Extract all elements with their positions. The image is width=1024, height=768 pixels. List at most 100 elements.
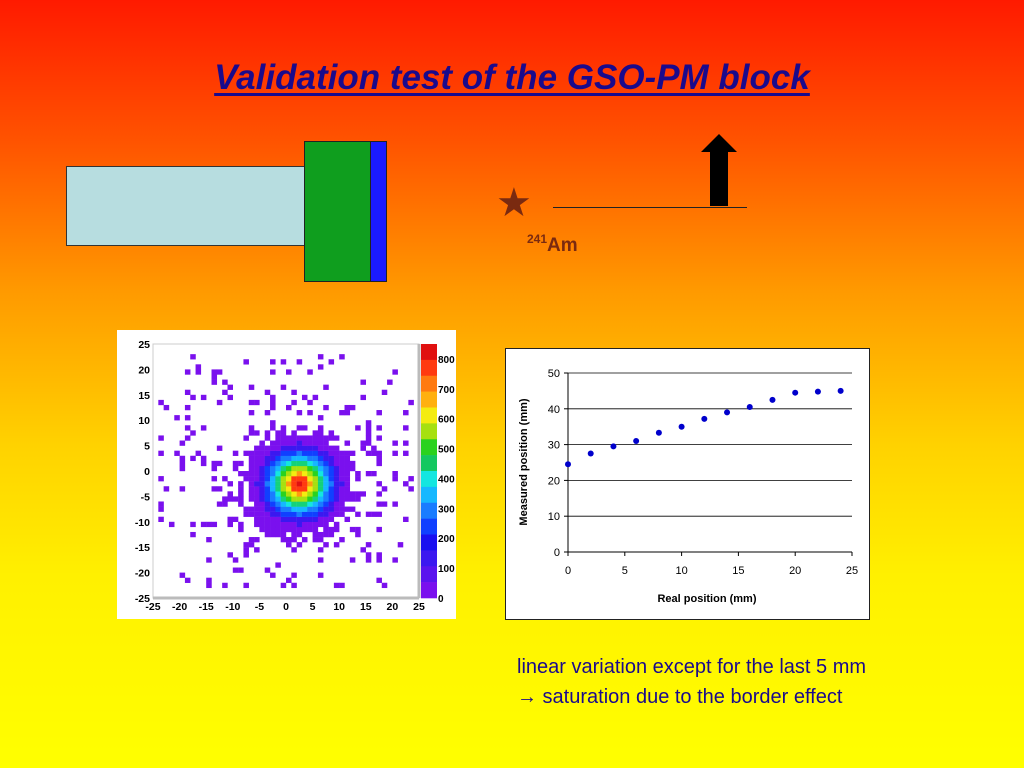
heatmap-cell <box>328 476 335 482</box>
heatmap-cell <box>376 511 382 517</box>
heatmap-cell <box>301 521 308 528</box>
heatmap-cell <box>248 542 255 548</box>
heatmap-cell <box>248 471 255 477</box>
heatmap-cell <box>280 526 287 533</box>
heatmap-cell <box>344 471 351 477</box>
heatmap-cell <box>339 465 345 472</box>
heatmap-cell <box>291 435 297 441</box>
heatmap-cell <box>270 440 276 446</box>
heatmap-cell <box>317 547 324 553</box>
heatmap-cell <box>291 516 297 522</box>
heatmap-cell <box>339 496 345 502</box>
heatmap-cell <box>275 430 281 436</box>
heatmap-cell <box>280 531 287 538</box>
heatmap-cell <box>339 481 345 487</box>
heatmap-cell <box>312 476 319 482</box>
y-tick-label: -5 <box>141 491 150 503</box>
heatmap-cell <box>264 460 271 467</box>
heatmap-cell <box>296 425 303 431</box>
heatmap-cell <box>254 450 260 456</box>
heatmap-cell <box>248 425 255 431</box>
heatmap-cell <box>360 379 366 385</box>
heatmap-cell <box>344 450 351 456</box>
heatmap-cell <box>365 420 372 426</box>
heatmap-cell <box>286 455 292 462</box>
heatmap-cell <box>280 430 287 436</box>
heatmap-cell <box>222 389 228 395</box>
heatmap-cell <box>312 496 319 502</box>
heatmap-cell <box>280 460 287 467</box>
heatmap-cell <box>264 430 271 436</box>
data-point <box>565 461 571 468</box>
heatmap-cell <box>222 496 228 502</box>
heatmap-cell <box>280 481 287 487</box>
heatmap-cell <box>211 476 218 482</box>
heatmap-cell <box>195 364 202 370</box>
data-point <box>610 443 617 450</box>
colorbar-segment <box>421 582 437 599</box>
heatmap-cell <box>232 496 239 502</box>
heatmap-cell <box>270 394 276 401</box>
heatmap-cell <box>365 471 372 477</box>
x-tick-label: 20 <box>387 601 399 613</box>
heatmap-cell <box>270 476 276 482</box>
colorbar-segment <box>421 502 437 519</box>
heatmap-cell <box>248 399 255 406</box>
heatmap-cell <box>349 496 356 502</box>
heatmap-cell <box>254 455 260 462</box>
heatmap-cell <box>333 496 340 502</box>
heatmap-cell <box>259 501 265 507</box>
heatmap-cell <box>323 516 329 522</box>
heatmap-cell <box>323 481 329 487</box>
data-point <box>746 404 753 411</box>
heatmap-cell <box>270 465 276 472</box>
colorbar-segment <box>421 518 437 535</box>
heatmap-cell <box>317 537 324 543</box>
heatmap-cell <box>275 521 281 528</box>
heatmap-cell <box>333 521 340 528</box>
heatmap-cell <box>286 511 292 517</box>
heatmap-cell <box>323 511 329 517</box>
heatmap-cell <box>254 460 260 467</box>
heatmap-cell <box>286 440 292 446</box>
heatmap-cell <box>158 399 164 406</box>
heatmap-cell <box>381 501 388 507</box>
heatmap-cell <box>333 450 340 456</box>
heatmap-cell <box>280 521 287 528</box>
heatmap-cell <box>328 435 335 441</box>
heatmap-cell <box>216 399 223 406</box>
heatmap-cell <box>280 486 287 492</box>
data-point <box>769 396 776 403</box>
heatmap-cell <box>291 445 297 451</box>
heatmap-cell <box>392 450 398 456</box>
heatmap-cell <box>307 399 313 406</box>
heatmap-cell <box>317 364 324 370</box>
heatmap-cell <box>365 435 372 441</box>
heatmap-cell <box>301 526 308 533</box>
heatmap-cell <box>376 577 382 583</box>
heatmap-cell <box>344 476 351 482</box>
heatmap-cell <box>312 430 319 436</box>
source-label: 241Am <box>527 232 578 257</box>
heatmap-cell <box>243 506 249 512</box>
heatmap-cell <box>270 460 276 467</box>
y-tick-label: 10 <box>548 511 560 523</box>
heatmap-cell <box>227 384 233 390</box>
heatmap-cell <box>317 415 324 421</box>
heatmap-cell <box>317 486 324 492</box>
heatmap-cell <box>360 440 366 446</box>
heatmap-cell <box>301 471 308 477</box>
heatmap-cell <box>206 582 212 589</box>
heatmap-cell <box>270 471 276 477</box>
heatmap-cell <box>333 471 340 477</box>
colorbar-segment <box>421 566 437 583</box>
heatmap-cell <box>275 526 281 533</box>
heatmap-cell <box>296 455 303 462</box>
heatmap-cell <box>254 476 260 482</box>
heatmap-cell <box>238 486 244 492</box>
heatmap-cell <box>291 389 297 395</box>
heatmap-cell <box>317 572 324 578</box>
heatmap-cell <box>280 496 287 502</box>
heatmap-cell <box>275 501 281 507</box>
heatmap-cell <box>296 491 303 497</box>
